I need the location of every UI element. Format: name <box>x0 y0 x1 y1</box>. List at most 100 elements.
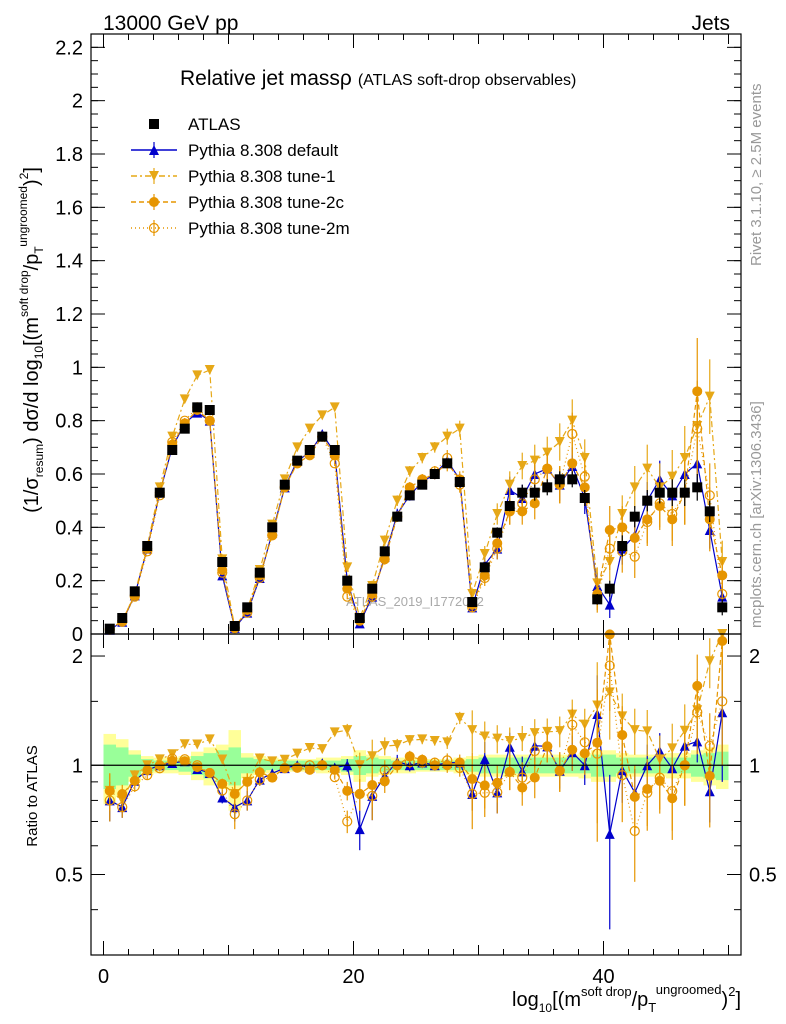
ratio-point <box>617 729 628 740</box>
ratio-point <box>517 772 528 783</box>
data-point <box>179 423 190 434</box>
y-tick-label: 1.2 <box>55 304 83 326</box>
ratio-point <box>254 753 265 764</box>
x-tick-label: 0 <box>98 966 109 988</box>
data-point <box>717 570 728 581</box>
legend-marker <box>149 197 159 207</box>
ratio-point <box>179 739 190 750</box>
data-point <box>492 543 503 554</box>
data-point <box>379 546 390 557</box>
data-point <box>692 482 703 493</box>
ratio-point <box>679 725 690 736</box>
chart-title-main: Relative jet massρ <box>180 67 352 90</box>
ratio-point <box>717 696 728 707</box>
data-point <box>429 442 440 453</box>
legend-entry: Pythia 8.308 default <box>131 141 339 160</box>
data-point <box>642 463 653 474</box>
data-point <box>292 455 303 466</box>
watermark: ATLAS_2019_I1772062 <box>346 594 484 609</box>
data-point <box>442 458 453 469</box>
data-point <box>667 487 678 498</box>
ratio-point <box>642 726 653 737</box>
y-tick-label: 1 <box>72 357 83 379</box>
ratio-point <box>292 762 303 773</box>
ratio-point <box>242 776 253 787</box>
legend-marker <box>149 119 159 129</box>
data-point <box>329 402 340 413</box>
data-point <box>342 575 353 586</box>
ratio-point <box>342 816 353 827</box>
ratio-point <box>354 824 365 835</box>
ratio-point <box>404 735 415 746</box>
ratio-point <box>342 725 353 736</box>
ratio-point <box>617 770 628 781</box>
data-point <box>579 493 590 503</box>
data-point <box>229 621 240 631</box>
data-point <box>154 487 165 498</box>
ratio-y-axis-label: Ratio to ATLAS <box>24 745 41 846</box>
data-point <box>129 586 140 597</box>
ratio-point <box>354 788 365 800</box>
ratio-point <box>129 781 140 792</box>
y-tick-label: 0.6 <box>55 464 83 486</box>
data-point <box>304 423 315 434</box>
ratio-point <box>267 772 278 783</box>
data-point <box>104 623 115 634</box>
data-point <box>704 506 715 517</box>
chart-subtitle: (ATLAS soft-drop observables) <box>358 72 576 89</box>
ratio-point <box>417 734 428 745</box>
y-tick-label: 1.4 <box>55 251 83 273</box>
ratio-point <box>667 785 678 797</box>
data-point <box>242 602 253 613</box>
data-point <box>567 474 578 485</box>
y-tick-label: 0.4 <box>55 517 83 539</box>
ratio-point <box>692 707 703 718</box>
series-atlas <box>104 402 728 634</box>
ratio-point <box>629 725 640 736</box>
data-point <box>417 453 428 463</box>
data-point <box>654 487 665 498</box>
data-point <box>467 589 478 599</box>
legend: ATLAS Pythia 8.308 default Pythia 8.308 tu… <box>131 115 350 238</box>
ratio-point <box>479 731 490 742</box>
legend-entry: Pythia 8.308 tune-1 <box>131 167 335 186</box>
ratio-point <box>704 740 715 752</box>
data-point <box>204 415 215 426</box>
ratio-point <box>529 772 540 783</box>
data-point <box>504 479 515 490</box>
series-line-main <box>109 406 723 631</box>
ratio-point <box>154 754 165 765</box>
ratio-point <box>242 795 253 806</box>
data-point <box>479 572 490 584</box>
ratio-point <box>479 787 490 798</box>
y-tick-label: 1.6 <box>55 197 83 219</box>
ratio-point <box>229 809 240 820</box>
data-point <box>492 527 503 538</box>
data-point <box>404 466 415 477</box>
data-point <box>554 437 565 447</box>
ratio-point <box>504 766 515 778</box>
ratio-tick-label: 1 <box>72 755 83 777</box>
ratio-point <box>217 785 228 796</box>
data-point <box>192 402 203 413</box>
data-point <box>254 567 265 578</box>
ratio-point <box>542 741 553 752</box>
data-point <box>392 495 403 506</box>
data-point <box>542 482 553 493</box>
data-point <box>529 498 540 509</box>
data-point <box>467 597 478 607</box>
ratio-band-green <box>103 744 116 790</box>
data-point <box>554 474 565 485</box>
data-point <box>579 471 590 482</box>
data-point <box>167 445 178 455</box>
data-point <box>529 474 540 485</box>
data-point <box>517 461 528 471</box>
ratio-point <box>379 765 390 776</box>
data-point <box>267 522 278 533</box>
ratio-point <box>329 727 340 738</box>
x-tick-label: 40 <box>592 966 614 988</box>
x-axis-label: log10[(msoft drop/pTungroomed)2] <box>512 982 741 1015</box>
ratio-point <box>404 757 415 768</box>
header-process: 13000 GeV pp <box>103 12 238 35</box>
ratio-plot-frame <box>90 633 742 956</box>
